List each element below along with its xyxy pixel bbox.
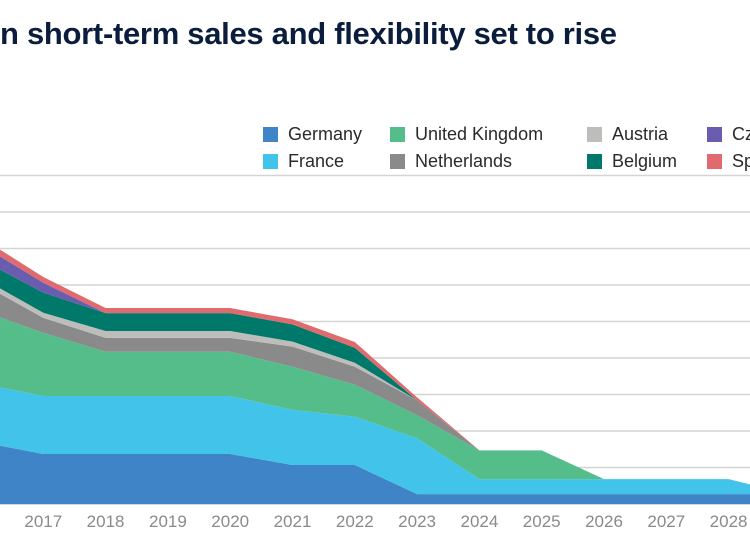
area-united-kingdom (0, 317, 750, 485)
legend-item: France (263, 151, 344, 172)
legend-item: Sp (707, 151, 750, 172)
x-tick-label: 2023 (398, 512, 436, 531)
legend-item: Netherlands (390, 151, 512, 172)
legend-swatch (587, 127, 602, 142)
area-belgium (0, 269, 750, 485)
x-tick-label: 2024 (460, 512, 498, 531)
legend-swatch (587, 154, 602, 169)
x-tick-label: 2019 (149, 512, 187, 531)
legend-label: Belgium (612, 151, 678, 171)
legend-label: United Kingdom (415, 124, 544, 144)
legend-item: Germany (263, 124, 362, 145)
legend-item: Belgium (587, 151, 677, 172)
x-tick-label: 2020 (211, 512, 249, 531)
legend-swatch (263, 127, 278, 142)
legend-swatch (390, 127, 405, 142)
legend-item: United Kingdom (390, 124, 543, 145)
x-tick-label: 2028 (710, 512, 748, 531)
area-france (0, 387, 750, 495)
x-tick-label: 2021 (274, 512, 312, 531)
legend: Germany France United Kingdom Netherlands Au… (0, 0, 750, 180)
x-tick-label: 2026 (585, 512, 623, 531)
legend-item: Cz (707, 124, 750, 145)
legend-label: Germany (288, 124, 363, 144)
legend-swatch (707, 127, 722, 142)
legend-label: Cz (732, 124, 750, 144)
legend-label: Netherlands (415, 151, 513, 171)
x-tick-label: 2017 (24, 512, 62, 531)
legend-label: Sp (732, 151, 750, 171)
area-sp (0, 249, 750, 485)
area-germany (0, 445, 750, 504)
x-tick-label: 2025 (523, 512, 561, 531)
area-netherlands (0, 293, 750, 485)
legend-swatch (390, 154, 405, 169)
legend-swatch (263, 154, 278, 169)
x-tick-label: 2022 (336, 512, 374, 531)
legend-label: Austria (612, 124, 669, 144)
x-tick-label: 2018 (87, 512, 125, 531)
legend-label: France (288, 151, 345, 171)
area-austria (0, 288, 750, 485)
chart-title: n short-term sales and flexibility set t… (0, 16, 617, 51)
legend-swatch (707, 154, 722, 169)
legend-item: Austria (587, 124, 668, 145)
x-tick-label: 2027 (647, 512, 685, 531)
